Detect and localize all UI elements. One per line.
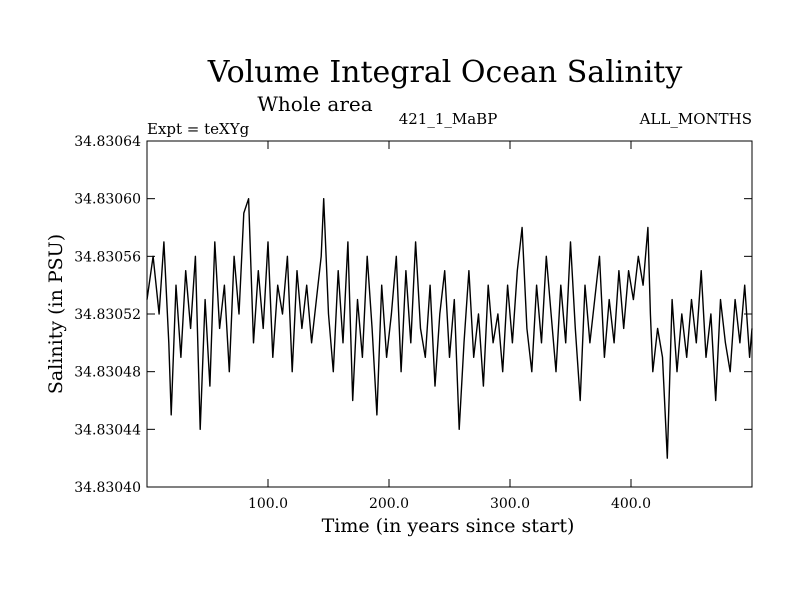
x-tick-label: 300.0 xyxy=(490,496,530,512)
y-tick-label: 34.83048 xyxy=(74,365,141,381)
x-tick-label: 200.0 xyxy=(369,496,409,512)
x-tick-label: 400.0 xyxy=(611,496,651,512)
y-tick-label: 34.83044 xyxy=(74,422,141,438)
y-tick-label: 34.83060 xyxy=(74,192,141,208)
months-label: ALL_MONTHS xyxy=(639,110,752,128)
x-axis-label: Time (in years since start) xyxy=(322,515,575,537)
y-axis-label: Salinity (in PSU) xyxy=(45,234,67,394)
experiment-label: Expt = teXYg xyxy=(147,120,250,138)
y-tick-label: 34.83052 xyxy=(74,307,141,323)
x-tick-label: 100.0 xyxy=(248,496,288,512)
y-axis: 34.83040 34.83044 34.83048 34.83052 34.83056… xyxy=(74,134,752,496)
salinity-series-line xyxy=(146,198,753,459)
plot-frame xyxy=(146,140,753,488)
chart-subtitle: Whole area xyxy=(257,92,372,116)
y-tick-label: 34.83040 xyxy=(74,480,141,496)
y-tick-label: 34.83064 xyxy=(74,134,141,150)
y-tick-label: 34.83056 xyxy=(74,249,141,265)
x-axis: 100.0 200.0 300.0 400.0 xyxy=(248,141,651,512)
run-label: 421_1_MaBP xyxy=(399,110,498,128)
chart-title: Volume Integral Ocean Salinity xyxy=(207,55,683,90)
